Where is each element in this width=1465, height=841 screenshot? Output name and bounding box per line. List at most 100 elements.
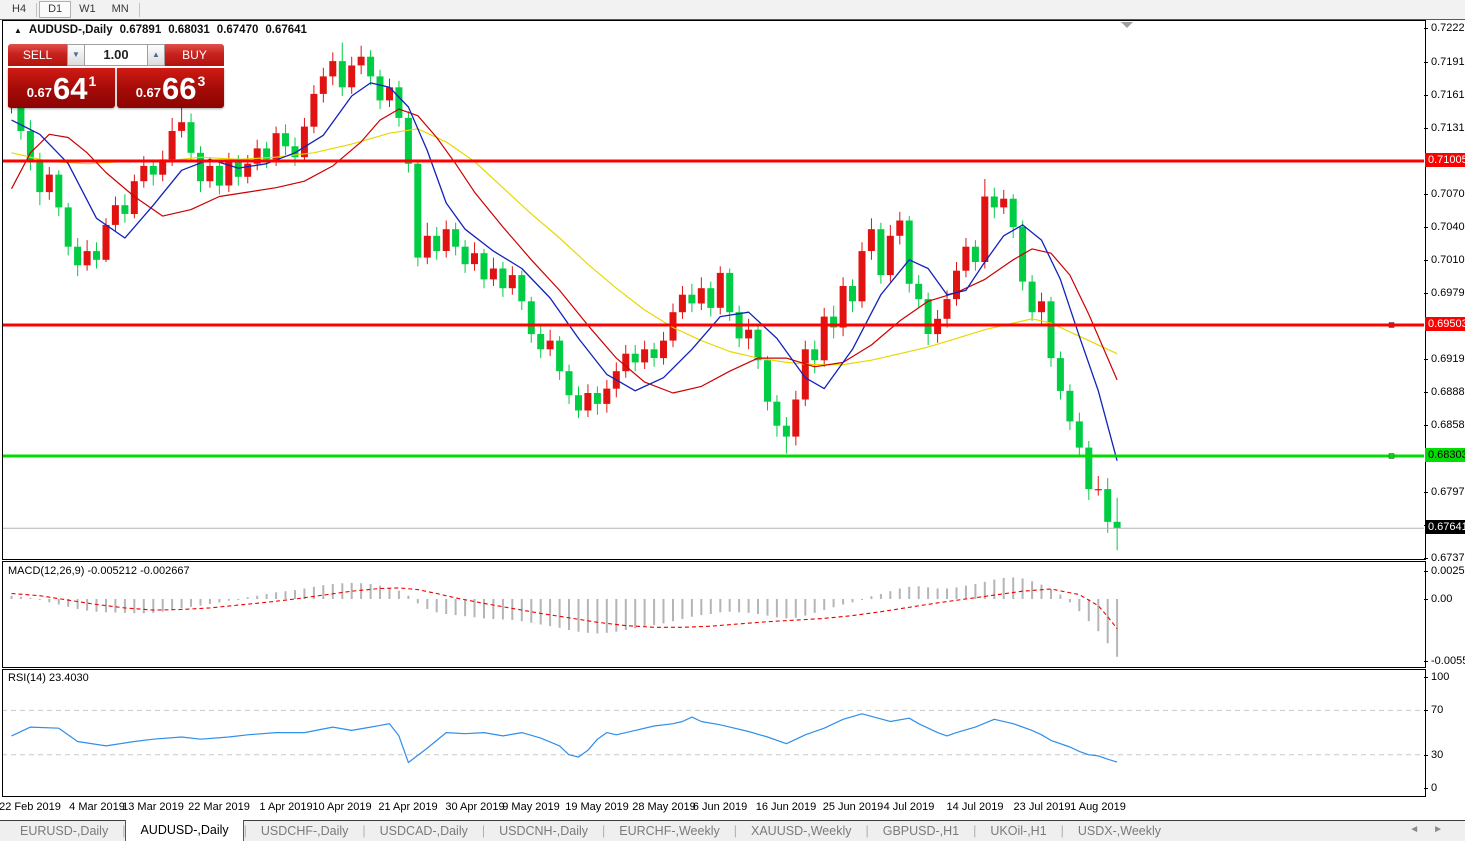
timeframe-button-d1[interactable]: D1: [39, 1, 72, 18]
chart-tab-ukoil-h1[interactable]: UKOil-,H1: [990, 824, 1047, 838]
macd-histogram-bar: [653, 599, 656, 626]
candle-body: [348, 65, 356, 88]
candle-body: [1113, 521, 1121, 529]
candle-body: [990, 196, 998, 208]
axis-tick-mark: [1424, 293, 1428, 294]
line-handle[interactable]: [1388, 322, 1395, 328]
macd-histogram-bar: [1040, 584, 1043, 599]
macd-histogram-bar: [161, 599, 164, 612]
candle-body: [452, 229, 460, 247]
timeframe-button-h4[interactable]: H4: [12, 3, 27, 15]
macd-histogram-bar: [199, 599, 202, 606]
chart-tab-usdx-weekly[interactable]: USDX-,Weekly: [1077, 824, 1162, 838]
macd-histogram-bar: [927, 587, 930, 599]
macd-histogram-bar: [388, 587, 391, 599]
candle-body: [300, 126, 308, 158]
candle-body: [641, 349, 649, 363]
tab-scroll-left-icon[interactable]: ◄: [1409, 824, 1420, 835]
macd-histogram-bar: [568, 599, 570, 630]
price-badge: 0.68303: [1425, 448, 1465, 462]
macd-histogram-bar: [983, 581, 986, 599]
macd-histogram-bar: [312, 586, 315, 599]
macd-histogram-bar: [530, 599, 533, 623]
collapse-triangle-icon[interactable]: ▲: [14, 25, 22, 35]
candle-body: [1066, 390, 1074, 422]
macd-histogram-bar: [48, 599, 51, 603]
macd-histogram-bar: [435, 599, 438, 613]
chart-tab-usdcad-daily[interactable]: USDCAD-,Daily: [379, 824, 468, 838]
macd-histogram-bar: [237, 599, 240, 600]
axis-tick-mark: [1424, 755, 1428, 756]
macd-histogram-bar: [464, 599, 467, 617]
macd-histogram-bar: [76, 599, 79, 609]
axis-tick-mark: [1424, 194, 1428, 195]
candle-body: [915, 283, 923, 300]
chart-tab-gbpusd-h1[interactable]: GBPUSD-,H1: [882, 824, 960, 838]
price-tick-label: 0.68585: [1431, 419, 1465, 431]
date-tick-label: 30 Apr 2019: [445, 801, 505, 813]
date-tick-label: 21 Apr 2019: [378, 801, 438, 813]
macd-histogram-bar: [813, 599, 816, 613]
candle-body: [745, 329, 753, 339]
macd-histogram-bar: [889, 591, 892, 599]
chart-tab-xauusd-weekly[interactable]: XAUUSD-,Weekly: [751, 824, 852, 838]
macd-histogram-bar: [558, 599, 561, 628]
macd-tick-label: -0.005581: [1431, 655, 1465, 667]
volume-input[interactable]: 1.00: [85, 44, 147, 66]
buy-price-button[interactable]: 0.67 66 3: [117, 68, 224, 108]
candle-body: [867, 229, 875, 251]
horizontal-level-line[interactable]: [2, 454, 1424, 458]
chart-tab-usdcnh-daily[interactable]: USDCNH-,Daily: [499, 824, 589, 838]
tab-scroll-right-icon[interactable]: ►: [1433, 824, 1443, 835]
candle-body: [197, 152, 204, 182]
horizontal-level-line[interactable]: [2, 323, 1424, 327]
timeframe-button-mn[interactable]: MN: [111, 3, 129, 15]
macd-histogram-bar: [190, 599, 192, 607]
axis-tick-mark: [1424, 392, 1428, 393]
candle-body: [310, 93, 318, 127]
toolbar-separator: [138, 2, 140, 17]
candle-body: [660, 340, 667, 359]
date-axis[interactable]: 22 Feb 2019 4 Mar 2019 13 Mar 2019 22 Mar 2…: [0, 796, 1424, 819]
macd-histogram-bar: [95, 599, 98, 612]
chart-tab-eurusd-daily[interactable]: EURUSD-,Daily: [20, 824, 109, 838]
macd-histogram-bar: [955, 587, 958, 599]
candle-body: [26, 131, 34, 162]
sell-price-button[interactable]: 0.67 64 1: [8, 68, 115, 108]
chart-tab-eurchf-weekly[interactable]: EURCHF-,Weekly: [619, 824, 720, 838]
chart-line: [11, 587, 1118, 629]
line-handle[interactable]: [1388, 453, 1395, 459]
macd-histogram-bar: [634, 599, 637, 629]
macd-histogram-bar: [785, 599, 788, 619]
axis-tick-mark: [1424, 128, 1428, 129]
candle-body: [1028, 281, 1036, 313]
chart-tab-audusd-daily[interactable]: AUDUSD-,Daily: [125, 820, 244, 841]
macd-histogram-bar: [596, 599, 599, 634]
volume-decrease-button[interactable]: ▼: [67, 44, 85, 66]
one-click-trade-panel: SELL ▼ 1.00 ▲ BUY 0.67 64 1 0.67 66 3: [8, 44, 224, 108]
tab-separator: |: [865, 824, 869, 838]
macd-histogram-bar: [842, 599, 845, 605]
tab-separator: |: [243, 824, 247, 838]
candle-body: [423, 235, 431, 258]
macd-histogram-bar: [1050, 589, 1052, 599]
macd-histogram-bar: [766, 599, 769, 616]
horizontal-level-line[interactable]: [2, 159, 1424, 163]
candle-body: [357, 56, 365, 66]
rsi-tick-label: 30: [1431, 749, 1444, 761]
chart-tab-usdchf-daily[interactable]: USDCHF-,Daily: [260, 824, 349, 838]
candle-body: [499, 268, 507, 289]
candle-body: [726, 272, 734, 313]
price-tick-label: 0.71915: [1431, 56, 1465, 68]
buy-button[interactable]: BUY: [165, 44, 224, 66]
timeframe-button-w1[interactable]: W1: [79, 3, 96, 15]
candle-body: [584, 393, 592, 411]
volume-increase-button[interactable]: ▲: [147, 44, 165, 66]
candle-body: [83, 251, 91, 266]
candle-body: [811, 349, 819, 361]
sell-button[interactable]: SELL: [8, 44, 67, 66]
